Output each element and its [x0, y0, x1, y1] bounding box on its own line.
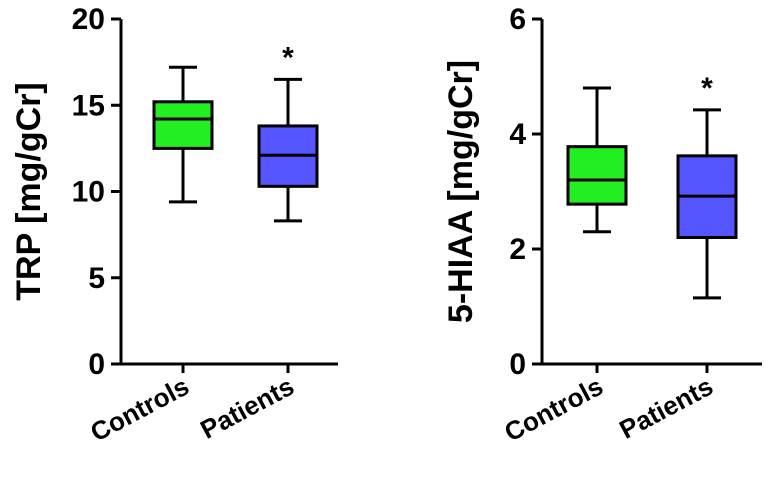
y-tick-label: 5 [88, 262, 105, 295]
y-tick-label: 10 [72, 176, 105, 209]
y-tick-label: 6 [509, 3, 526, 36]
x-category-label: Controls [499, 371, 607, 448]
y-axis-label: 5-HIAA [mg/gCr] [442, 60, 480, 323]
x-category-label: Patients [614, 371, 717, 445]
boxplot-controls [152, 65, 214, 204]
x-category-label: Controls [85, 371, 193, 448]
significance-star: * [701, 72, 713, 105]
y-tick-label: 0 [509, 348, 526, 381]
chart-panel-2: 0 2 4 6 5-HIAA [mg/gCr] Controls * Patients [442, 3, 762, 447]
y-tick-label: 0 [88, 348, 105, 381]
y-tick-label: 4 [509, 118, 526, 151]
significance-star: * [282, 41, 294, 74]
boxplot-patients: * [676, 72, 738, 300]
y-tick-label: 2 [509, 233, 526, 266]
boxplot-patients: * [257, 41, 319, 223]
y-tick-label: 15 [72, 89, 105, 122]
boxplot-controls [566, 86, 628, 234]
y-tick-label: 20 [72, 3, 105, 36]
iqr-box [152, 100, 214, 150]
chart-panel-1: 0 5 10 15 20 TRP [mg/gCr] Controls * Patients [10, 3, 338, 447]
x-category-label: Patients [195, 371, 298, 445]
iqr-box [566, 145, 628, 206]
y-axis-label: TRP [mg/gCr] [10, 82, 48, 300]
